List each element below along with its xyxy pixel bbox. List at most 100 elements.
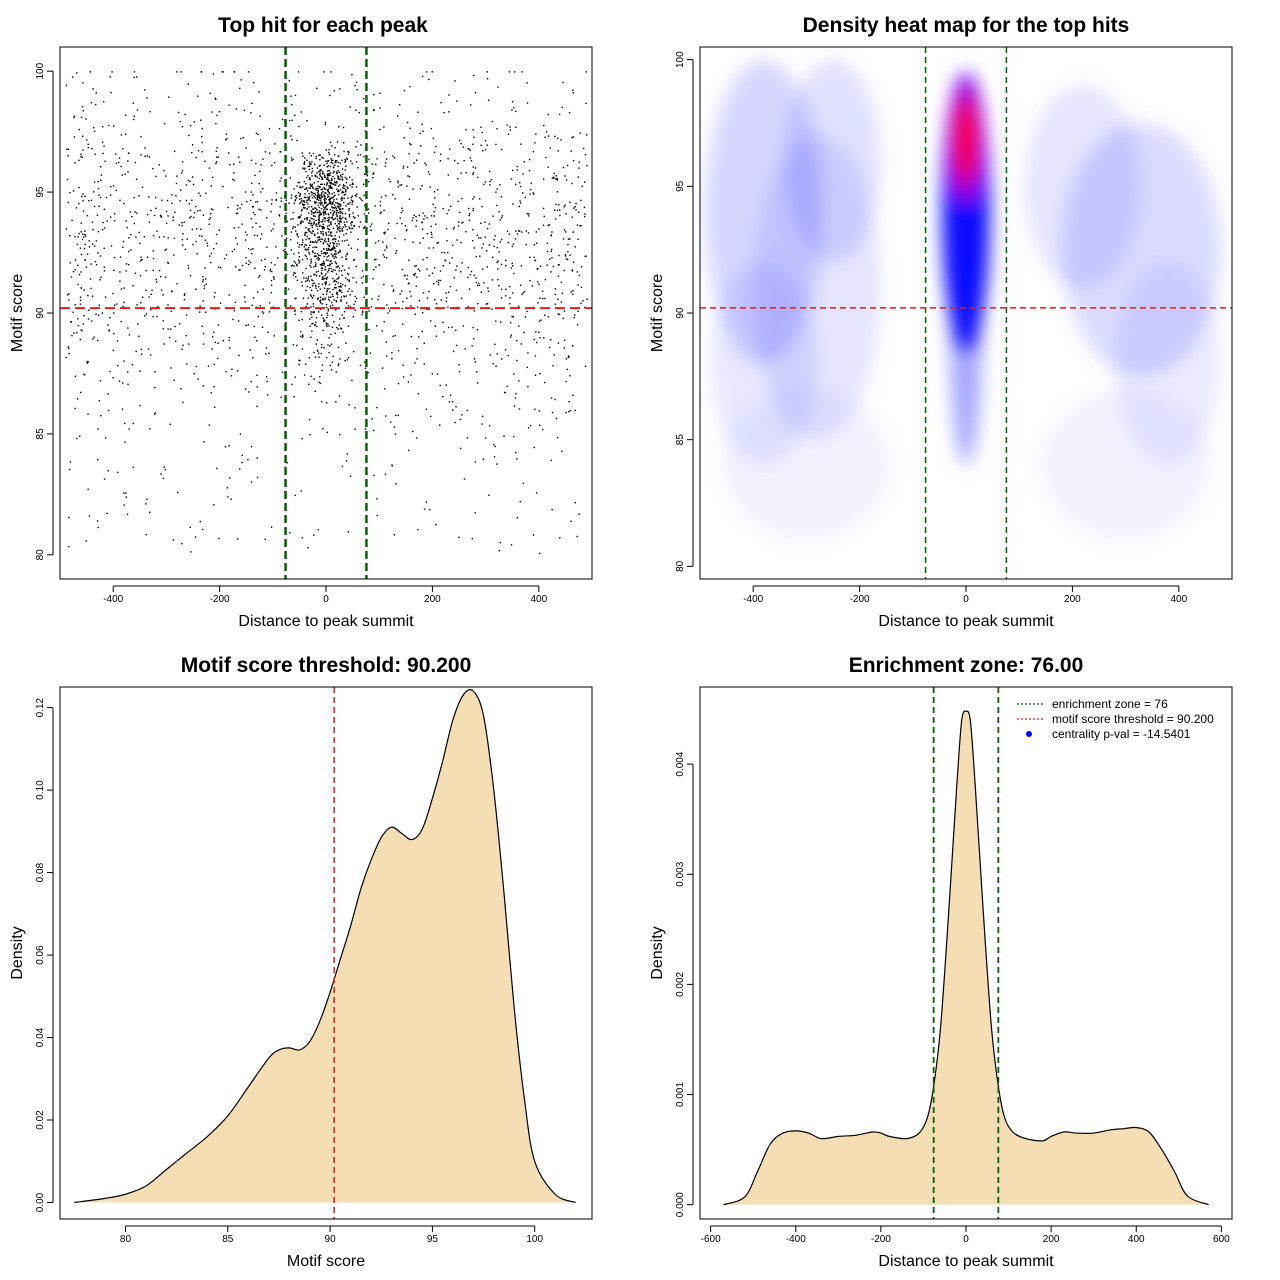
scatter-point xyxy=(285,212,287,215)
scatter-point xyxy=(82,210,85,212)
scatter-point xyxy=(472,228,474,231)
scatter-point xyxy=(529,424,532,427)
scatter-point xyxy=(98,400,101,402)
scatter-point xyxy=(323,174,326,176)
scatter-point xyxy=(80,287,83,289)
scatter-point xyxy=(337,165,339,167)
scatter-point xyxy=(303,374,306,376)
scatter-point xyxy=(550,459,552,462)
scatter-point xyxy=(123,492,125,494)
scatter-point xyxy=(310,295,312,297)
scatter-point xyxy=(534,259,536,261)
scatter-point xyxy=(107,409,110,412)
scatter-point xyxy=(312,212,315,214)
scatter-point xyxy=(261,311,264,313)
scatter-point xyxy=(308,187,310,189)
scatter-point xyxy=(348,404,350,406)
scatter-point xyxy=(196,253,198,255)
density-blob xyxy=(1024,84,1142,288)
scatter-point xyxy=(300,310,303,313)
scatter-point xyxy=(127,171,129,173)
scatter-point xyxy=(188,217,191,219)
scatter-point xyxy=(325,208,327,210)
scatter-point xyxy=(339,215,341,217)
scatter-point xyxy=(471,537,473,540)
scatter-point xyxy=(324,192,326,194)
scatter-point xyxy=(338,190,340,193)
scatter-point xyxy=(100,276,102,279)
scatter-point xyxy=(451,244,454,247)
scatter-point xyxy=(432,137,435,140)
scatter-point xyxy=(332,172,335,174)
scatter-point xyxy=(431,373,434,375)
scatter-point xyxy=(312,322,314,325)
scatter-point xyxy=(133,76,135,79)
scatter-point xyxy=(97,252,99,254)
scatter-point xyxy=(520,143,522,145)
scatter-point xyxy=(402,301,404,303)
scatter-point xyxy=(356,140,359,143)
density-curve xyxy=(723,710,1209,1206)
scatter-point xyxy=(92,88,94,90)
scatter-point xyxy=(188,134,190,137)
scatter-point xyxy=(327,244,330,247)
scatter-point xyxy=(299,194,301,196)
scatter-point xyxy=(301,208,303,211)
scatter-point xyxy=(562,238,565,240)
scatter-point xyxy=(340,328,343,330)
y-tick-label: 85 xyxy=(35,428,46,440)
scatter-point xyxy=(302,167,304,169)
scatter-point xyxy=(186,363,188,365)
scatter-point xyxy=(78,273,81,276)
scatter-point xyxy=(367,212,370,214)
scatter-point xyxy=(298,244,301,246)
scatter-point xyxy=(342,331,344,333)
scatter-point xyxy=(321,252,323,254)
scatter-point xyxy=(332,245,335,247)
scatter-point xyxy=(158,269,161,272)
scatter-point xyxy=(343,197,346,199)
scatter-point xyxy=(333,299,335,301)
scatter-point xyxy=(322,276,324,278)
scatter-point xyxy=(304,280,307,283)
scatter-point xyxy=(215,161,218,163)
scatter-point xyxy=(169,423,172,426)
scatter-point xyxy=(548,224,551,226)
scatter-point xyxy=(379,204,382,207)
scatter-point xyxy=(321,263,323,265)
scatter-point xyxy=(279,206,281,208)
scatter-point xyxy=(336,326,338,329)
scatter-point xyxy=(319,172,321,175)
scatter-point xyxy=(338,243,340,245)
scatter-point xyxy=(255,201,257,203)
scatter-point xyxy=(327,271,329,273)
scatter-point xyxy=(347,153,350,156)
scatter-point xyxy=(139,260,142,262)
scatter-point xyxy=(436,188,439,191)
scatter-point xyxy=(514,183,517,186)
scatter-point xyxy=(227,206,229,209)
scatter-point xyxy=(516,233,519,235)
scatter-point xyxy=(461,262,463,264)
scatter-point xyxy=(494,343,496,346)
scatter-point xyxy=(322,230,324,233)
scatter-point xyxy=(491,308,493,310)
scatter-point xyxy=(315,246,318,249)
scatter-point xyxy=(572,345,574,347)
scatter-point xyxy=(293,188,295,190)
scatter-point xyxy=(67,346,70,348)
scatter-point xyxy=(326,174,329,177)
scatter-point xyxy=(384,249,386,251)
scatter-point xyxy=(250,218,253,220)
scatter-point xyxy=(304,157,306,159)
scatter-point xyxy=(149,428,151,430)
scatter-point xyxy=(431,236,433,238)
scatter-point xyxy=(372,177,374,179)
scatter-point xyxy=(319,197,321,200)
scatter-point xyxy=(84,233,86,236)
scatter-point xyxy=(477,302,479,305)
y-tick-label: 0.001 xyxy=(675,1082,686,1107)
scatter-point xyxy=(338,223,341,225)
scatter-point xyxy=(298,125,300,128)
scatter-point xyxy=(312,215,315,217)
